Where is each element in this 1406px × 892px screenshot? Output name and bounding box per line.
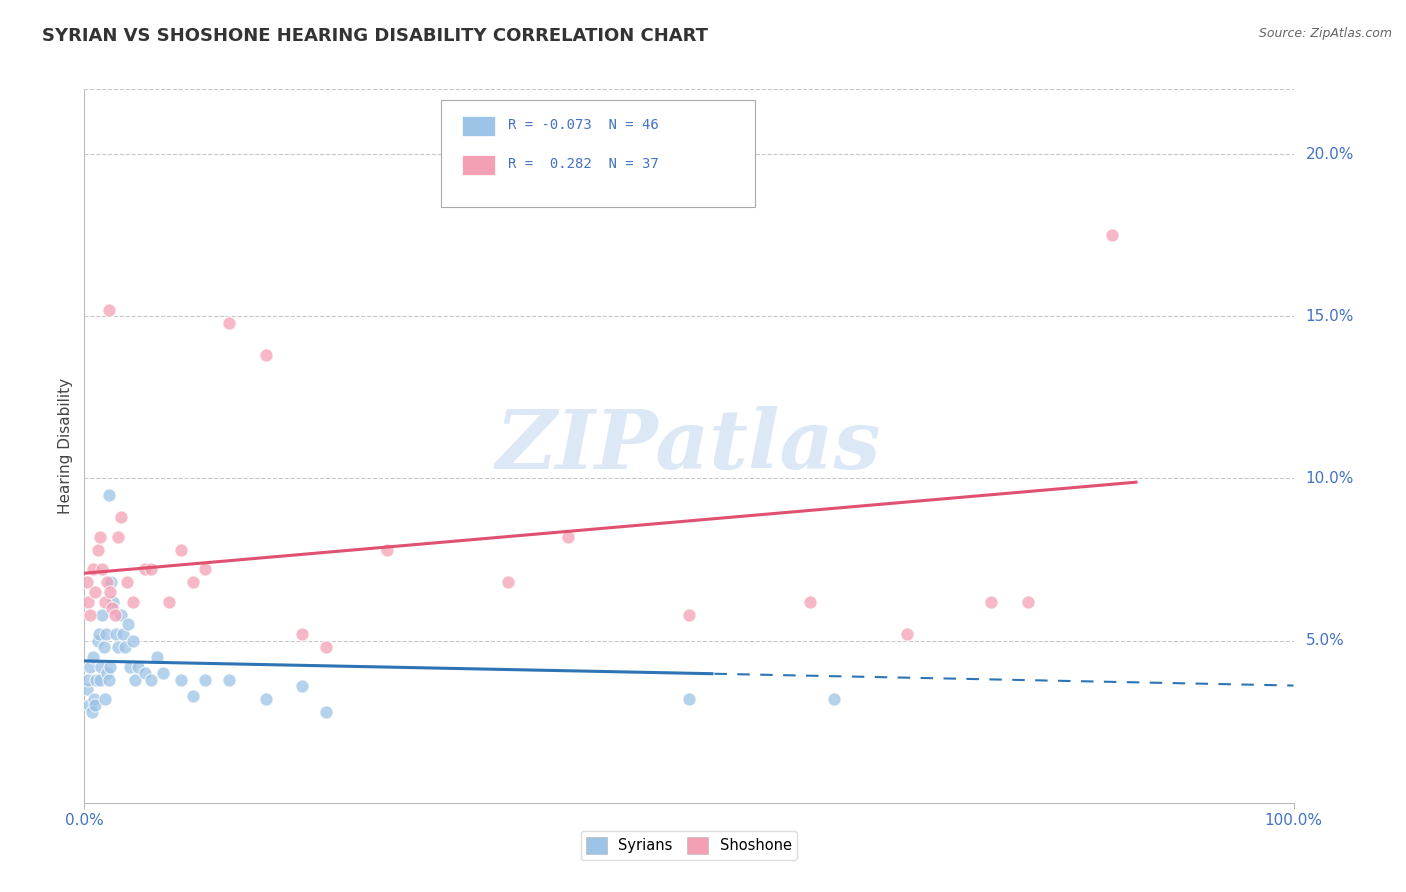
Point (115, 575, 138, 590)
Point (84, 585, 107, 599)
Point (117, 617, 139, 632)
Legend: Syrians, Shoshone: Syrians, Shoshone (581, 831, 797, 860)
Point (134, 666, 156, 681)
Point (97, 673, 120, 687)
Point (79, 607, 101, 622)
Text: R =  0.282  N = 37: R = 0.282 N = 37 (508, 157, 658, 171)
Point (90, 659, 112, 673)
Point (124, 673, 146, 687)
Text: 20.0%: 20.0% (1306, 146, 1354, 161)
Point (152, 666, 174, 681)
Point (80, 705, 103, 719)
Point (980, 595, 1002, 609)
Point (112, 627, 135, 641)
Point (83, 692, 105, 706)
Point (218, 316, 240, 330)
Point (678, 607, 700, 622)
Point (315, 640, 337, 654)
Point (194, 673, 217, 687)
Point (896, 627, 918, 641)
Text: ZIPatlas: ZIPatlas (496, 406, 882, 486)
Text: 10.0%: 10.0% (1306, 471, 1354, 486)
Point (87, 627, 110, 641)
Point (254, 348, 277, 362)
Point (89, 673, 111, 687)
Point (96, 666, 118, 681)
Point (291, 627, 314, 641)
Text: SYRIAN VS SHOSHONE HEARING DISABILITY CORRELATION CHART: SYRIAN VS SHOSHONE HEARING DISABILITY CO… (42, 27, 709, 45)
Point (97, 302, 120, 317)
Point (107, 530, 129, 544)
Point (104, 607, 127, 622)
Point (79, 659, 101, 673)
Point (496, 575, 519, 590)
Point (86, 673, 108, 687)
Point (170, 673, 193, 687)
Point (77, 595, 100, 609)
Point (89, 530, 111, 544)
Point (254, 692, 277, 706)
Point (91, 607, 114, 622)
Point (557, 530, 579, 544)
FancyBboxPatch shape (441, 100, 755, 207)
Point (107, 640, 129, 654)
Point (76, 575, 98, 590)
Point (181, 689, 204, 703)
Point (98, 585, 121, 599)
Point (218, 673, 240, 687)
Bar (461, 116, 495, 136)
Text: Source: ZipAtlas.com: Source: ZipAtlas.com (1258, 27, 1392, 40)
Point (799, 595, 821, 609)
Point (110, 607, 132, 622)
Point (86, 542, 108, 557)
Point (170, 542, 193, 557)
Point (121, 633, 143, 648)
Text: 15.0%: 15.0% (1306, 309, 1354, 324)
Point (120, 659, 142, 673)
Point (194, 562, 217, 576)
Bar (461, 155, 495, 175)
Point (375, 542, 398, 557)
Point (291, 679, 314, 693)
Point (134, 562, 156, 576)
Point (121, 595, 143, 609)
Point (127, 659, 149, 673)
Point (91, 562, 114, 576)
Point (146, 649, 169, 664)
Point (77, 673, 100, 687)
Point (98, 659, 121, 673)
Point (84, 698, 107, 713)
Point (157, 595, 180, 609)
Point (114, 640, 136, 654)
Point (82, 562, 104, 576)
Point (103, 595, 125, 609)
Point (181, 575, 204, 590)
Point (110, 510, 132, 524)
Point (315, 705, 337, 719)
Point (86, 633, 108, 648)
Point (97, 488, 120, 502)
Point (100, 575, 122, 590)
Text: 5.0%: 5.0% (1306, 633, 1344, 648)
Point (101, 601, 124, 615)
Point (94, 692, 117, 706)
Point (139, 673, 162, 687)
Point (678, 692, 700, 706)
Point (96, 575, 118, 590)
Point (93, 640, 115, 654)
Point (77, 698, 100, 713)
Point (94, 595, 117, 609)
Text: R = -0.073  N = 46: R = -0.073 N = 46 (508, 118, 658, 132)
Point (82, 649, 104, 664)
Point (139, 562, 162, 576)
Point (76, 682, 98, 697)
Point (104, 627, 127, 641)
Point (1101, 228, 1123, 243)
Point (94, 627, 117, 641)
Y-axis label: Hearing Disability: Hearing Disability (58, 378, 73, 514)
Point (823, 692, 845, 706)
Point (1017, 595, 1039, 609)
